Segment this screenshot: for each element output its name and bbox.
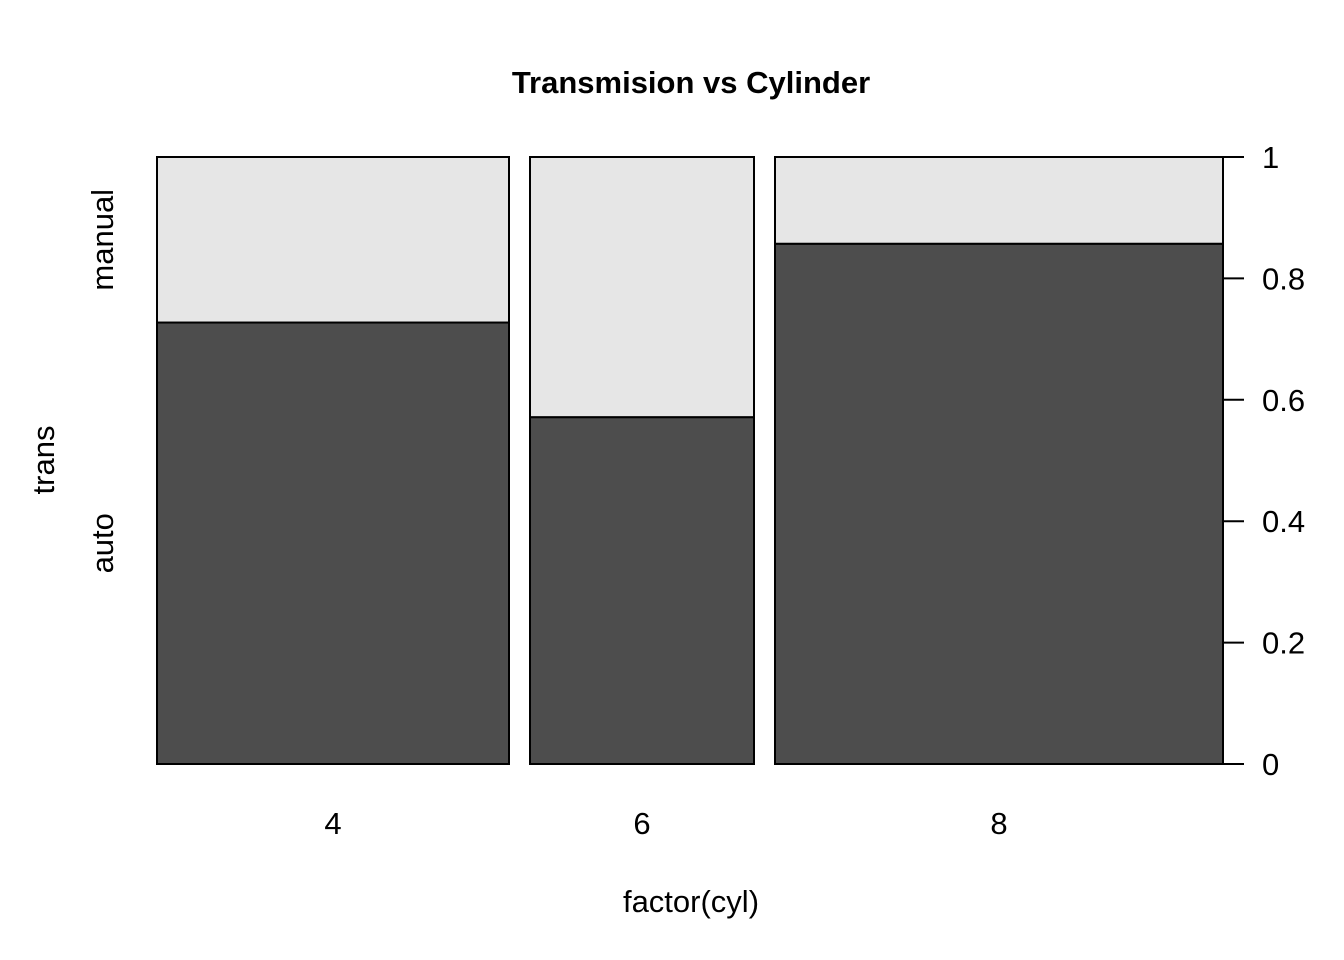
right-axis: 0 0.2 0.4 0.6 0.8 1	[1222, 140, 1305, 782]
right-axis-tick-label: 0.8	[1262, 261, 1305, 296]
bar-segment-auto-8	[774, 242, 1224, 766]
y-axis-label: trans	[26, 426, 61, 495]
x-tick-label-6: 6	[633, 806, 650, 841]
chart-title: Transmision vs Cylinder	[512, 65, 870, 100]
right-axis-tick-label: 0.6	[1262, 383, 1305, 418]
x-tick-label-4: 4	[324, 806, 341, 841]
x-axis-label: factor(cyl)	[623, 884, 759, 919]
right-axis-tick-label: 0.2	[1262, 626, 1305, 661]
bar-segment-manual-6	[529, 156, 755, 419]
x-tick-label-8: 8	[990, 806, 1007, 841]
bar-segment-manual-8	[774, 156, 1224, 245]
bar-segment-auto-4	[156, 321, 510, 765]
y-level-label-auto: auto	[85, 513, 120, 573]
bar-segment-manual-4	[156, 156, 510, 324]
right-axis-tick-label: 1	[1262, 140, 1279, 175]
plot-area	[156, 156, 1224, 766]
right-axis-tick-label: 0.4	[1262, 504, 1305, 539]
y-level-label-manual: manual	[85, 189, 120, 291]
right-axis-tick-label: 0	[1262, 747, 1279, 782]
x-axis-ticks: 4 6 8	[324, 806, 1007, 841]
bar-segment-auto-6	[529, 416, 755, 765]
y-level-labels: auto manual	[85, 189, 120, 574]
